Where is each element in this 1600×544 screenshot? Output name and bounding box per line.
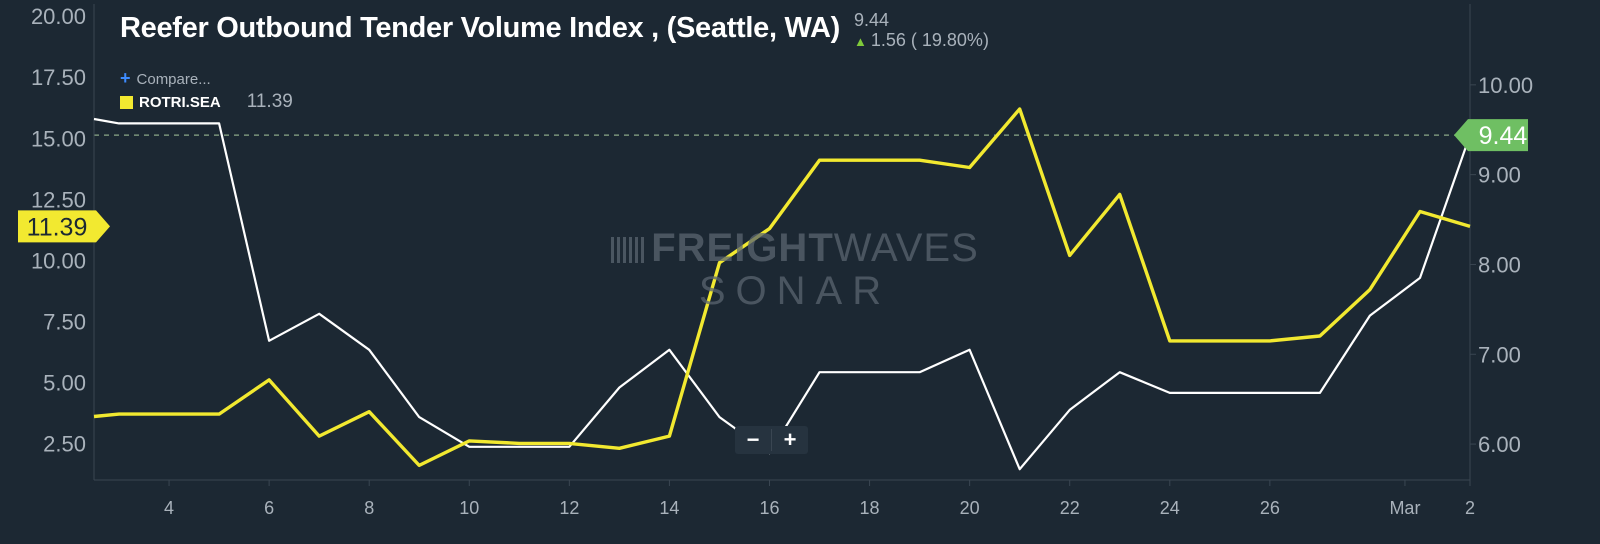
axes: 20.00 17.50 15.00 12.50 10.00 7.50 5.00 2.50 10.… xyxy=(31,4,1533,518)
compare-button[interactable]: + Compare... xyxy=(120,68,211,89)
current-value-marker-label: 9.44 xyxy=(1479,122,1528,150)
x-tick-label: 14 xyxy=(659,498,679,518)
x-tick-label: 4 xyxy=(164,498,174,518)
zoom-out-button[interactable]: − xyxy=(746,427,760,452)
left-value-marker xyxy=(18,210,110,243)
legend-series-name: ROTRI.SEA xyxy=(139,93,221,111)
arrow-up-icon: ▲ xyxy=(853,34,867,49)
right-tick-label: 6.00 xyxy=(1478,432,1521,457)
header-values: 9.44 ▲ 1.56 ( 19.80%) xyxy=(854,10,989,52)
zoom-controls: − + xyxy=(735,426,808,454)
current-value-marker xyxy=(1454,119,1528,152)
x-tick-label: 20 xyxy=(960,498,980,518)
x-tick-label: 6 xyxy=(264,498,274,518)
left-tick-label: 7.50 xyxy=(43,309,86,334)
series-lines xyxy=(93,107,1472,471)
left-tick-label: 17.50 xyxy=(31,65,86,90)
left-tick-label: 5.00 xyxy=(43,370,86,395)
chart-header: Reefer Outbound Tender Volume Index , (S… xyxy=(120,10,989,52)
value-markers: 9.44 11.39 xyxy=(18,119,1528,243)
header-change-text: 1.56 ( 19.80%) xyxy=(870,30,989,50)
right-tick-label: 8.00 xyxy=(1478,252,1521,277)
legend-item-rotri-sea[interactable]: ROTRI.SEA 11.39 xyxy=(120,91,293,113)
x-tick-label: 8 xyxy=(364,498,374,518)
header-current-value: 9.44 xyxy=(853,10,890,30)
x-tick-label: 16 xyxy=(759,498,779,518)
right-tick-label: 9.00 xyxy=(1478,163,1521,188)
plus-icon: + xyxy=(120,68,131,88)
x-tick-label: 12 xyxy=(559,498,579,518)
legend-swatch xyxy=(120,95,133,109)
zoom-divider xyxy=(771,429,772,451)
left-tick-label: 20.00 xyxy=(31,4,86,29)
right-tick-label: 10.00 xyxy=(1478,73,1533,98)
x-tick-label: 2 xyxy=(1465,498,1475,518)
rotri-sea-series-line xyxy=(93,107,1471,468)
compare-label: Compare... xyxy=(136,71,211,88)
left-value-marker-label: 11.39 xyxy=(27,213,88,241)
x-tick-label: 26 xyxy=(1260,498,1280,518)
zoom-in-button[interactable]: + xyxy=(783,427,797,452)
left-tick-label: 2.50 xyxy=(43,431,86,456)
legend-series-value: 11.39 xyxy=(246,91,293,112)
x-tick-label: 18 xyxy=(860,498,880,518)
chart-title: Reefer Outbound Tender Volume Index , (S… xyxy=(120,12,840,44)
left-tick-label: 15.00 xyxy=(31,126,86,151)
right-tick-label: 7.00 xyxy=(1478,342,1521,367)
header-change: ▲ 1.56 ( 19.80%) xyxy=(854,30,989,52)
left-tick-label: 12.50 xyxy=(31,187,86,212)
x-tick-label: 10 xyxy=(459,498,479,518)
x-tick-label: 22 xyxy=(1060,498,1080,518)
x-tick-label: Mar xyxy=(1389,498,1420,518)
left-tick-label: 10.00 xyxy=(31,248,86,273)
x-tick-label: 24 xyxy=(1160,498,1180,518)
